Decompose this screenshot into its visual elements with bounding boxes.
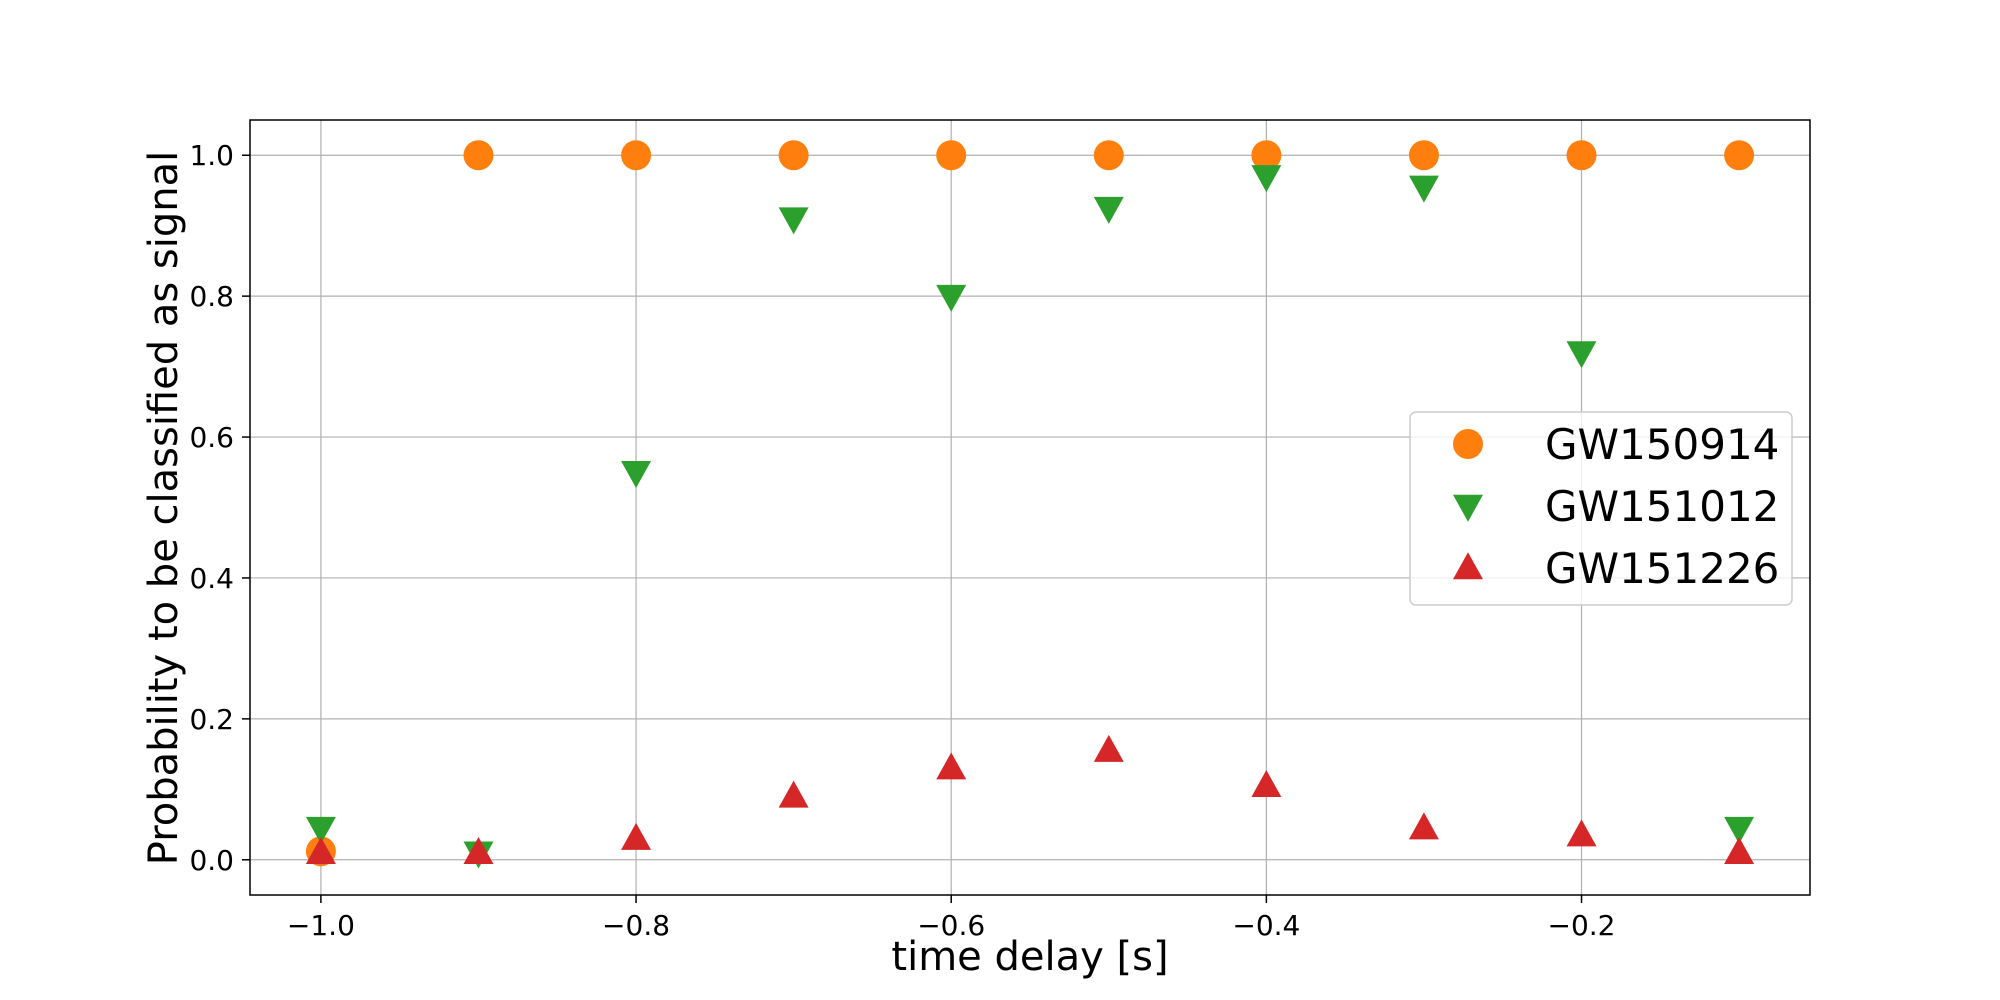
y-tick-label: 0.0 [189, 844, 234, 877]
data-point-gw151012 [621, 461, 652, 489]
x-tick-label: −1.0 [287, 909, 355, 942]
data-point-gw151012 [1093, 196, 1124, 224]
y-tick-label: 0.8 [189, 280, 234, 313]
y-tick-label: 0.4 [189, 562, 234, 595]
legend: GW150914 GW151012 GW151226 [1409, 411, 1793, 606]
data-point-gw151226 [463, 836, 494, 864]
y-tick-label: 0.2 [189, 703, 234, 736]
data-point-gw151226 [1093, 734, 1124, 762]
legend-label: GW150914 [1545, 420, 1779, 469]
x-axis-label: time delay [s] [891, 934, 1168, 980]
data-point-gw151226 [778, 780, 809, 808]
y-tick-label: 1.0 [189, 139, 234, 172]
y-tick-label: 0.6 [189, 421, 234, 454]
legend-label: GW151226 [1545, 544, 1779, 593]
data-point-gw151226 [1724, 836, 1755, 864]
data-point-gw151012 [1724, 816, 1755, 844]
y-axis-ticks: 0.0 0.2 0.4 0.6 0.8 1.0 [189, 139, 250, 877]
x-tick-label: −0.8 [602, 909, 670, 942]
data-point-gw151012 [1408, 175, 1439, 203]
data-point-gw151012 [305, 816, 336, 844]
data-point-gw151226 [936, 752, 967, 780]
data-point-gw150914 [463, 140, 494, 171]
data-point-gw151226 [1566, 819, 1597, 847]
data-point-gw150914 [778, 140, 809, 171]
y-axis-label: Probability to be classified as signal [141, 151, 187, 865]
data-point-gw151012 [936, 284, 967, 312]
legend-box [1409, 411, 1793, 606]
legend-label: GW151012 [1545, 482, 1779, 531]
data-points [305, 140, 1755, 869]
x-tick-label: −0.6 [917, 909, 985, 942]
legend-marker [1453, 429, 1483, 459]
legend-entry: GW150914 [1453, 420, 1779, 469]
data-point-gw150914 [1251, 140, 1282, 171]
plot-frame [249, 119, 1811, 896]
x-axis-ticks: −1.0 −0.8 −0.6 −0.4 −0.2 [287, 895, 1616, 942]
data-point-gw151226 [1251, 770, 1282, 798]
data-point-gw151012 [1251, 165, 1282, 193]
legend-marker [1453, 494, 1483, 522]
data-point-gw151226 [621, 822, 652, 850]
legend-marker [1453, 552, 1483, 580]
legend-entry: GW151012 [1453, 482, 1779, 531]
data-point-gw151012 [778, 207, 809, 235]
data-point-gw150914 [1566, 140, 1597, 171]
data-point-gw150914 [621, 140, 652, 171]
data-point-gw150914 [1408, 140, 1439, 171]
data-point-gw151226 [305, 836, 336, 864]
legend-entry: GW151226 [1453, 544, 1779, 593]
data-point-gw150914 [1093, 140, 1124, 171]
data-point-gw150914 [1724, 140, 1755, 171]
x-tick-label: −0.2 [1548, 909, 1616, 942]
data-point-gw151012 [1566, 341, 1597, 369]
data-point-gw150914 [936, 140, 967, 171]
x-tick-label: −0.4 [1232, 909, 1300, 942]
data-point-gw151226 [1408, 812, 1439, 840]
